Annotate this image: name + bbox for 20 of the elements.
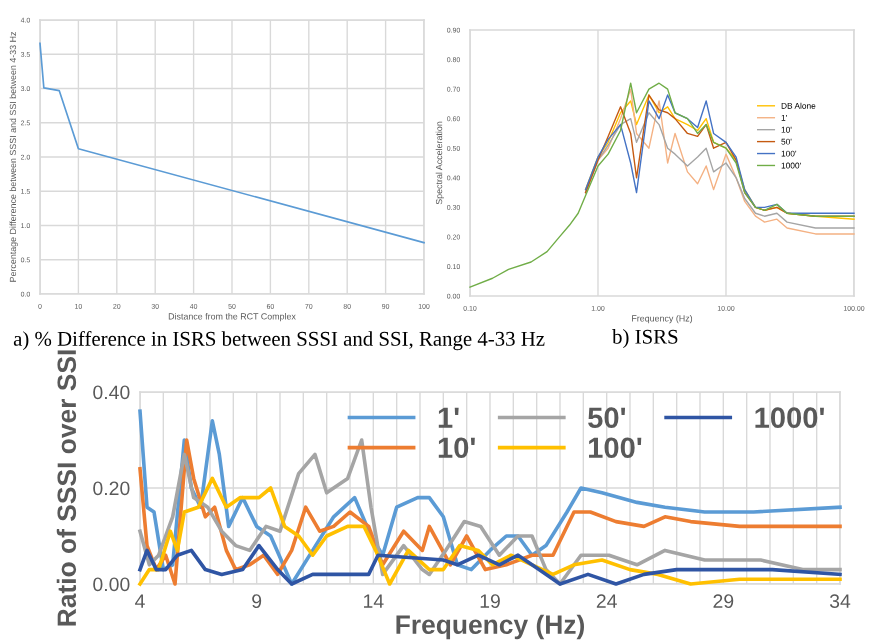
- y-tick-label: 0.40: [93, 385, 130, 400]
- y-tick-label: 0.20: [93, 481, 130, 496]
- legend-label: 10': [438, 437, 475, 459]
- legend-label: 1': [438, 407, 459, 428]
- text: a) % Difference in ISRS between SSSI and SSI, Range 4-33 Hz: [13, 331, 545, 351]
- text: b) ISRS: [612, 329, 678, 349]
- x-tick-label: 4: [135, 594, 145, 608]
- legend-label: 1000': [755, 407, 824, 429]
- legend-label: 100': [589, 437, 642, 459]
- legend-label: 50': [588, 407, 626, 429]
- x-axis-title: Frequency (Hz): [396, 614, 584, 640]
- x-tick-label: 24: [596, 594, 617, 608]
- y-axis-title: Ratio of SSSI over SSI: [56, 350, 77, 626]
- x-tick-label: 9: [252, 594, 262, 608]
- x-tick-label: 29: [713, 594, 734, 608]
- line-series: [39, 42, 425, 244]
- x-tick-label: 19: [480, 594, 500, 608]
- x-tick-label: 34: [829, 594, 851, 608]
- x-tick-label: 14: [364, 594, 384, 608]
- y-tick-label: 0.00: [93, 577, 130, 592]
